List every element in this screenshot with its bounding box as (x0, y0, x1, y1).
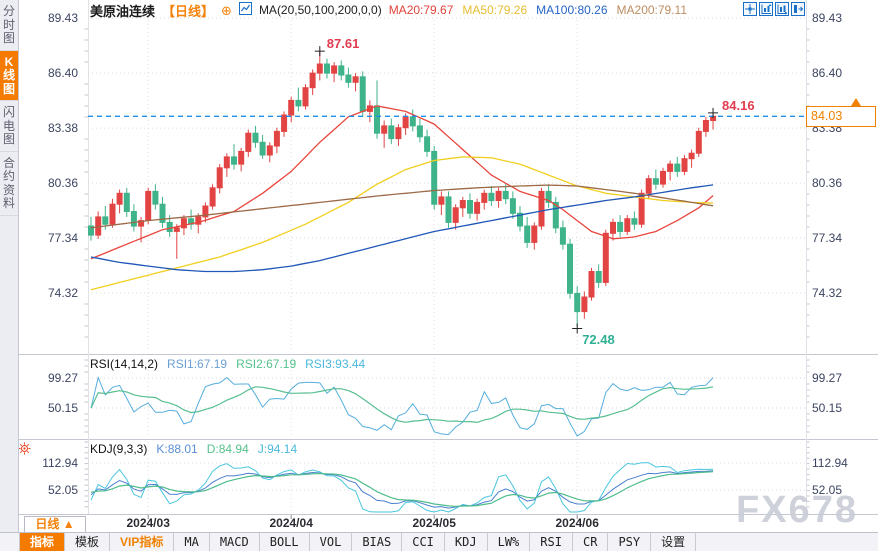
tab-psy[interactable]: PSY (608, 533, 652, 551)
indicator-value-label: RSI1:67.19 (167, 357, 228, 371)
indicator-value-label: RSI3:93.44 (305, 357, 366, 371)
sidebar-item-label: 闪电图 (2, 105, 15, 146)
tab-bias[interactable]: BIAS (352, 533, 403, 551)
kdj-title[interactable]: KDJ(9,3,3) (90, 442, 148, 456)
kdj-panel-header: KDJ(9,3,3) K:88.01 D:84.94 J:94.14 (90, 442, 297, 456)
indicator-value-label: D:84.94 (206, 442, 249, 456)
chart-type-sidebar: 分时图 K线图闪电图合约资料 (0, 0, 19, 551)
tab-指标[interactable]: 指标 (20, 533, 66, 551)
y-axis-label: 86.40 (47, 66, 78, 81)
tab-rsi[interactable]: RSI (530, 533, 573, 551)
y-axis-label: 112.94 (812, 456, 848, 470)
tab-设置[interactable]: 设置 (651, 533, 697, 551)
y-axis-label: 77.34 (47, 231, 78, 246)
sidebar-item-label: 分时图 (2, 4, 15, 45)
tab-ma[interactable]: MA (174, 533, 210, 551)
kdj-k-line (90, 470, 714, 509)
ma-line-ma20 (90, 105, 714, 260)
sidebar-item-1[interactable]: 分时图 (0, 0, 18, 51)
ma-value-label: MA20:79.67 (388, 3, 454, 17)
y-axis-label: 74.32 (812, 286, 843, 300)
y-axis-label: 80.36 (812, 176, 843, 191)
sidebar-item-3[interactable]: 闪电图 (0, 101, 18, 152)
ma-line-ma100 (90, 184, 714, 273)
tab-cr[interactable]: CR (573, 533, 609, 551)
tab-boll[interactable]: BOLL (260, 533, 310, 551)
tab-vol[interactable]: VOL (310, 533, 353, 551)
y-axis-label: 89.43 (47, 11, 78, 25)
ma-formula[interactable]: MA(20,50,100,200,0,0) (258, 3, 382, 17)
add-indicator-icon[interactable]: ⊕ (221, 2, 232, 18)
current-price-marker: 84.03 (806, 105, 876, 127)
crosshair-icon[interactable] (743, 2, 757, 16)
tab-模板[interactable]: 模板 (65, 533, 111, 551)
y-axis-label: 83.38 (47, 121, 78, 136)
kdj-j-line (90, 462, 714, 513)
tabbar-spacer (0, 533, 20, 551)
candlestick-series (88, 51, 717, 327)
tab-kdj[interactable]: KDJ (445, 533, 488, 551)
sidebar-item-4[interactable]: 合约资料 (0, 151, 18, 216)
mini-chart-icon[interactable] (238, 2, 252, 18)
ma-value-label: MA50:79.26 (462, 3, 528, 17)
kdj-d-line (90, 471, 714, 507)
rsi-fast-line (90, 375, 714, 437)
zoom-in-chart-icon[interactable] (759, 2, 773, 16)
period-tag: 【日线】 (162, 3, 215, 19)
period-high-annotation: 87.61 (326, 36, 360, 52)
ma-values: MA20:79.67 MA50:79.26 MA100:80.26 MA200:79.… (389, 3, 687, 17)
period-low-annotation: 72.48 (582, 332, 615, 348)
x-axis-month-label: 2024/04 (269, 516, 313, 530)
y-axis-label: 77.34 (812, 231, 843, 246)
indicator-tabbar: 指标 模板 VIP指标 MA MACD BOLL VOL BIAS CCI KDJ LW% RSI CR… (0, 532, 878, 551)
x-axis-month-label: 2024/03 (126, 516, 170, 530)
period-selector[interactable]: 日线 ▲ (24, 516, 86, 533)
rsi-panel-header: RSI(14,14,2) RSI1:67.19 RSI2:67.19 RSI3:93… (90, 357, 365, 371)
ma-value-label: MA200:79.11 (616, 3, 688, 17)
pan-right-icon[interactable] (791, 2, 805, 16)
ma-line-ma200 (90, 184, 714, 229)
price-up-arrow-icon (851, 97, 861, 106)
ma-line-ma50 (90, 156, 714, 291)
zoom-out-chart-icon[interactable] (775, 2, 789, 16)
symbol-title: 美原油连续 (90, 3, 156, 19)
y-axis-label: 80.36 (47, 176, 78, 191)
y-axis-label: 112.94 (42, 456, 78, 470)
fx678-watermark: FX678 (736, 489, 858, 531)
y-axis-label: 52.05 (47, 483, 78, 497)
indicator-value-label: RSI2:67.19 (236, 357, 297, 371)
tab-vip指标[interactable]: VIP指标 (110, 533, 175, 551)
chart-toolbar (743, 2, 805, 16)
panel-settings-sun-icon[interactable] (18, 442, 31, 455)
y-axis-label: 99.27 (812, 371, 843, 385)
y-axis-label: 99.27 (47, 371, 78, 385)
sidebar-item-label: K线图 (2, 54, 15, 96)
indicator-value-label: J:94.14 (257, 442, 298, 456)
y-axis-label: 50.15 (812, 401, 843, 415)
y-axis-label: 50.15 (47, 401, 78, 415)
y-axis-label: 86.40 (812, 66, 843, 81)
sidebar-item-label: 合约资料 (2, 155, 15, 210)
tab-cci[interactable]: CCI (402, 533, 445, 551)
tab-macd[interactable]: MACD (210, 533, 260, 551)
x-axis-month-label: 2024/05 (412, 516, 456, 530)
x-axis-month-label: 2024/06 (555, 516, 599, 530)
rsi-title[interactable]: RSI(14,14,2) (90, 357, 159, 371)
y-axis-label: 74.32 (47, 286, 78, 300)
y-axis-label: 89.43 (812, 11, 843, 25)
tab-lw%[interactable]: LW% (488, 533, 531, 551)
recent-high-annotation: 84.16 (722, 97, 755, 113)
sidebar-item-2[interactable]: K线图 (0, 50, 18, 101)
indicator-value-label: K:88.01 (156, 442, 198, 456)
rsi-smooth-line (90, 386, 714, 424)
y-axis-label: 52.05 (812, 483, 843, 497)
ma-value-label: MA100:80.26 (536, 3, 608, 17)
chart-header: 美原油连续 【日线】 ⊕ MA(20,50,100,200,0,0) MA20:… (90, 2, 687, 19)
